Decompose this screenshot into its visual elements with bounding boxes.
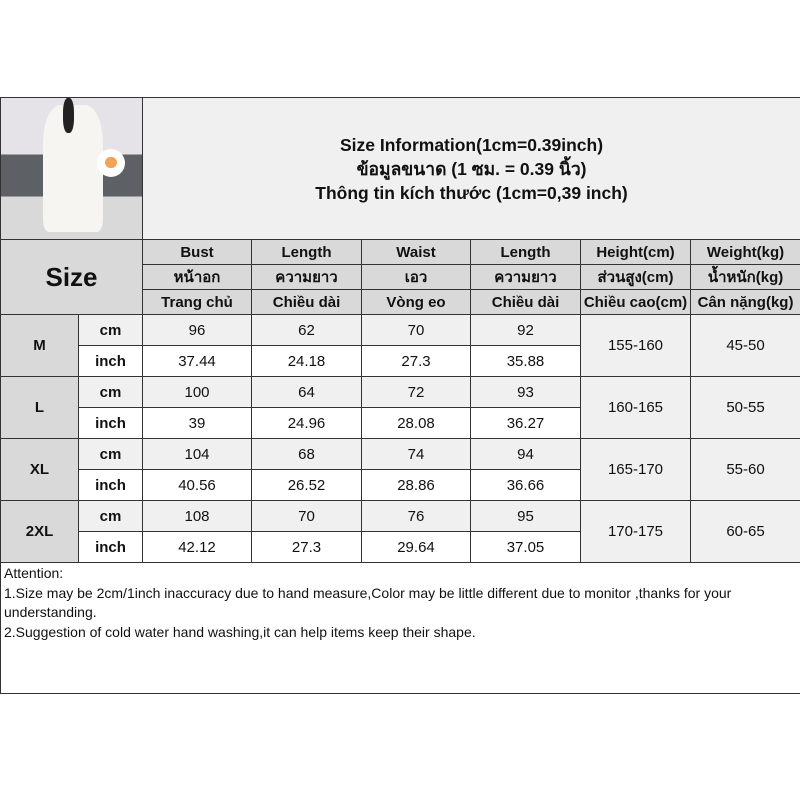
column-header: Waist — [361, 239, 471, 265]
measurement-cell: 64 — [251, 376, 362, 408]
unit-label: inch — [78, 531, 143, 563]
column-header: เอว — [361, 264, 471, 290]
table-row: 2XL cm 108 70 76 95 170-175 60-65 — [0, 500, 800, 563]
measurement-cell: 72 — [361, 376, 471, 408]
header-row-en: Size Bust Length Waist Length Height(cm) Weigh… — [0, 239, 800, 315]
title-vietnamese: Thông tin kích thước (1cm=0,39 inch) — [315, 182, 628, 203]
header-row-th: หน้าอก ความยาว เอว ความยาว ส่วนสูง(cm) น้ำหนั… — [1, 264, 800, 290]
measurement-cell: 96 — [142, 314, 252, 346]
table-row: inch 39 24.96 28.08 36.27 — [1, 407, 800, 439]
column-header: Height(cm) — [580, 239, 691, 265]
measurement-cell: 68 — [251, 438, 362, 470]
size-chart: Size Information(1cm=0.39inch) ข้อมูลขนา… — [0, 97, 800, 694]
measurement-cell: 35.88 — [470, 345, 581, 377]
size-label: M — [0, 314, 79, 377]
unit-label: inch — [78, 469, 143, 501]
size-label: 2XL — [0, 500, 79, 563]
measurement-cell: 104 — [142, 438, 252, 470]
column-header: ความยาว — [470, 264, 581, 290]
column-header: Vòng eo — [361, 289, 471, 315]
column-header: Chiều cao(cm) — [580, 289, 691, 315]
size-header: Size — [0, 239, 143, 315]
measurement-cell: 93 — [470, 376, 581, 408]
measurement-cell: 40.56 — [142, 469, 252, 501]
measurement-cell: 74 — [361, 438, 471, 470]
title-thai: ข้อมูลขนาด (1 ซม. = 0.39 นิ้ว) — [356, 158, 587, 179]
attention-heading: Attention: — [4, 565, 64, 581]
title-cell: Size Information(1cm=0.39inch) ข้อมูลขนา… — [141, 97, 800, 240]
table-row: inch 40.56 26.52 28.86 36.66 — [1, 469, 800, 501]
table-row: XL cm 104 68 74 94 165-170 55-60 — [0, 438, 800, 501]
measurement-cell: 70 — [251, 500, 362, 532]
product-photo — [0, 97, 143, 240]
weight-range: 60-65 — [689, 500, 800, 563]
measurement-cell: 28.08 — [361, 407, 471, 439]
measurement-cell: 37.44 — [142, 345, 252, 377]
measurement-cell: 36.27 — [470, 407, 581, 439]
measurement-cell: 94 — [470, 438, 581, 470]
column-header: หน้าอก — [142, 264, 252, 290]
attention-note: 2.Suggestion of cold water hand washing,… — [4, 623, 476, 640]
column-header: Length — [470, 239, 581, 265]
unit-label: cm — [78, 438, 143, 470]
attention-notes: Attention: 1.Size may be 2cm/1inch inaccu… — [0, 562, 800, 694]
measurement-cell: 24.96 — [251, 407, 362, 439]
unit-label: inch — [78, 345, 143, 377]
measurement-cell: 70 — [361, 314, 471, 346]
column-header: Chiều dài — [470, 289, 581, 315]
unit-label: cm — [78, 376, 143, 408]
measurement-cell: 27.3 — [361, 345, 471, 377]
height-range: 155-160 — [580, 314, 691, 377]
height-range: 165-170 — [580, 438, 691, 501]
measurement-cell: 95 — [470, 500, 581, 532]
column-header: Bust — [142, 239, 252, 265]
size-table: Size Information(1cm=0.39inch) ข้อมูลขนา… — [0, 97, 800, 694]
unit-label: cm — [78, 314, 143, 346]
size-label: XL — [0, 438, 79, 501]
measurement-cell: 24.18 — [251, 345, 362, 377]
weight-range: 55-60 — [689, 438, 800, 501]
weight-range: 50-55 — [689, 376, 800, 439]
measurement-cell: 26.52 — [251, 469, 362, 501]
height-range: 160-165 — [580, 376, 691, 439]
column-header: Chiều dài — [251, 289, 362, 315]
column-header: ส่วนสูง(cm) — [580, 264, 691, 290]
attention-note: 1.Size may be 2cm/1inch inaccuracy due t… — [4, 584, 732, 621]
column-header: Length — [251, 239, 362, 265]
column-header: ความยาว — [251, 264, 362, 290]
measurement-cell: 76 — [361, 500, 471, 532]
measurement-cell: 27.3 — [251, 531, 362, 563]
measurement-cell: 42.12 — [142, 531, 252, 563]
weight-range: 45-50 — [689, 314, 800, 377]
column-header: Trang chủ — [142, 289, 252, 315]
measurement-cell: 36.66 — [470, 469, 581, 501]
table-row: inch 37.44 24.18 27.3 35.88 — [1, 345, 800, 377]
measurement-cell: 108 — [142, 500, 252, 532]
table-row: inch 42.12 27.3 29.64 37.05 — [1, 531, 800, 563]
column-header: Cân nặng(kg) — [689, 289, 800, 315]
column-header: น้ำหนัก(kg) — [689, 264, 800, 290]
height-range: 170-175 — [580, 500, 691, 563]
measurement-cell: 39 — [142, 407, 252, 439]
header-row-vi: Trang chủ Chiều dài Vòng eo Chiều dài Chiều … — [1, 289, 800, 315]
column-header: Weight(kg) — [689, 239, 800, 265]
measurement-cell: 100 — [142, 376, 252, 408]
measurement-cell: 62 — [251, 314, 362, 346]
title-english: Size Information(1cm=0.39inch) — [340, 134, 604, 155]
measurement-cell: 37.05 — [470, 531, 581, 563]
unit-label: cm — [78, 500, 143, 532]
size-label: L — [0, 376, 79, 439]
unit-label: inch — [78, 407, 143, 439]
measurement-cell: 28.86 — [361, 469, 471, 501]
measurement-cell: 92 — [470, 314, 581, 346]
measurement-cell: 29.64 — [361, 531, 471, 563]
